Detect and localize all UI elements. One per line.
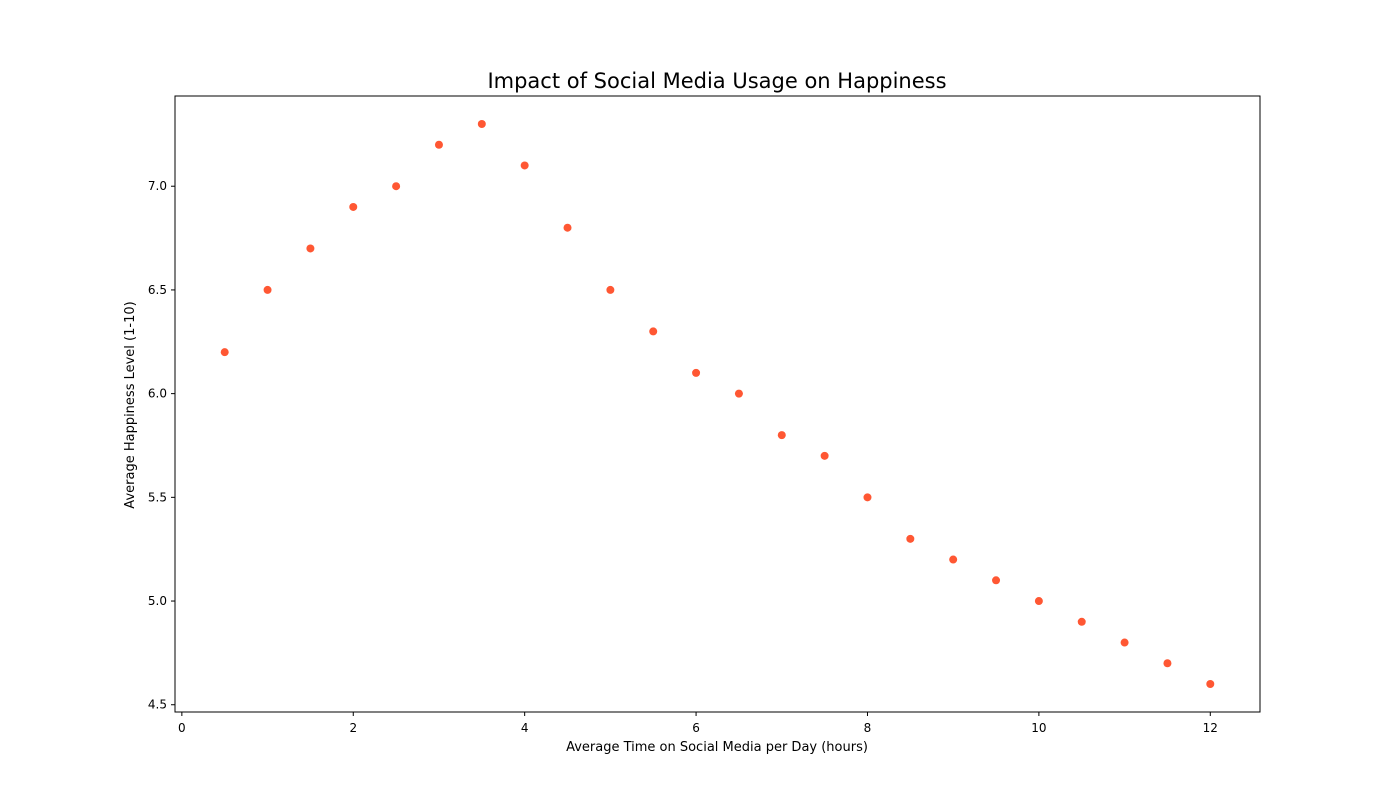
data-point (434, 140, 443, 149)
data-point (1206, 680, 1215, 688)
data-point (263, 285, 272, 294)
data-point (692, 368, 701, 377)
data-point (863, 493, 872, 502)
y-axis-label: Average Happiness Level (1-10) (123, 301, 138, 508)
data-point (392, 182, 401, 191)
data-point (220, 348, 229, 357)
data-point (1077, 617, 1086, 626)
y-tick-label: 5.5 (148, 490, 167, 504)
y-axis: 4.5 5.0 5.5 6.0 6.5 7.0 (148, 179, 175, 712)
data-point (563, 223, 572, 232)
data-point (606, 285, 615, 294)
data-point (734, 389, 743, 398)
y-tick-label: 5.0 (148, 594, 167, 608)
x-tick-label: 10 (1031, 721, 1046, 735)
x-axis: 0 2 4 6 8 10 12 (178, 712, 1218, 735)
plot-area (174, 95, 1261, 713)
y-tick-label: 6.0 (148, 387, 167, 401)
data-point (649, 327, 658, 336)
x-tick-label: 6 (692, 721, 700, 735)
data-point (906, 534, 915, 543)
data-point (1120, 638, 1129, 647)
y-tick-label: 6.5 (148, 283, 167, 297)
data-point (520, 161, 529, 170)
data-point (820, 451, 829, 460)
chart-title: Impact of Social Media Usage on Happines… (487, 69, 946, 93)
plot-frame (174, 95, 1261, 713)
data-point (992, 576, 1001, 585)
data-point (1163, 659, 1172, 668)
data-point (949, 555, 958, 564)
x-tick-label: 2 (349, 721, 357, 735)
data-point (1034, 597, 1043, 606)
data-points (220, 120, 1215, 688)
y-tick-label: 4.5 (148, 698, 167, 712)
x-tick-label: 4 (521, 721, 529, 735)
x-axis-label: Average Time on Social Media per Day (ho… (566, 740, 868, 755)
x-tick-label: 0 (178, 721, 186, 735)
y-tick-label: 7.0 (148, 179, 167, 193)
data-point (349, 202, 358, 211)
x-tick-label: 8 (864, 721, 872, 735)
data-point (477, 120, 486, 128)
data-point (306, 244, 315, 253)
data-point (777, 431, 786, 440)
x-tick-label: 12 (1203, 721, 1218, 735)
